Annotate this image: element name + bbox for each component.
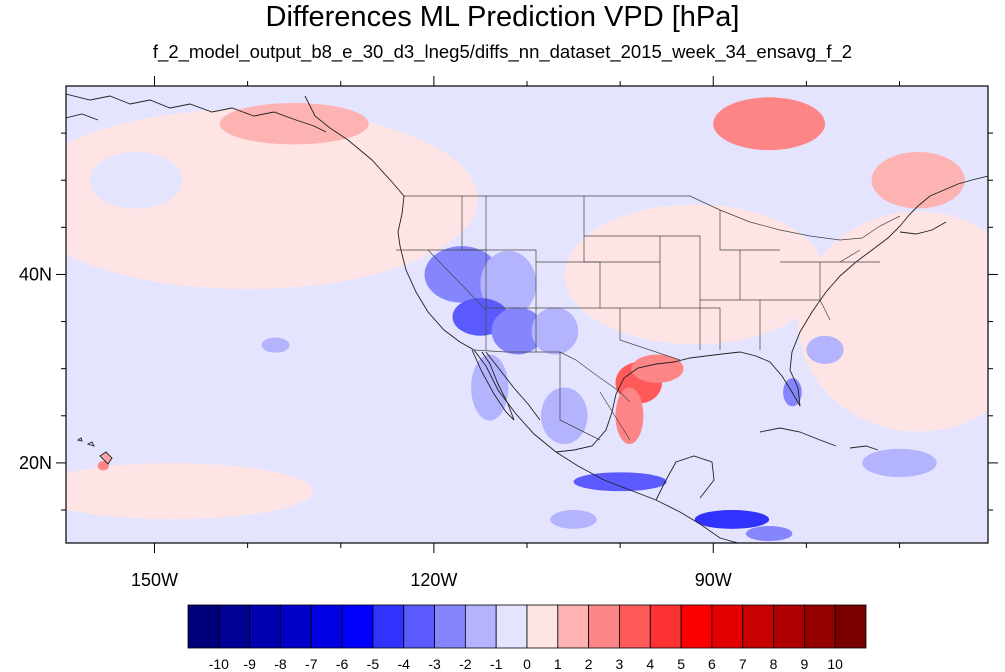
- colorbar-label: 0: [523, 656, 531, 672]
- new-mexico-dry: [531, 307, 579, 355]
- colorbar-swatch: [742, 604, 774, 649]
- colorbar-label: -7: [305, 656, 318, 672]
- nicaragua-blue: [745, 526, 793, 542]
- mexico-south-blue: [573, 472, 667, 492]
- colorbar-label: 8: [770, 656, 778, 672]
- x-tick-label: 120W: [410, 570, 457, 590]
- colorbar-swatch: [803, 604, 836, 649]
- map-subtitle: f_2_model_output_b8_e_30_d3_lneg5/diffs_…: [152, 41, 853, 62]
- colorbar-swatch: [711, 604, 744, 649]
- colorbar-swatch: [372, 604, 405, 649]
- colorbar-label: -6: [336, 656, 349, 672]
- anomaly-regions: [66, 97, 988, 542]
- colorbar-label: 1: [554, 656, 562, 672]
- colorbar: [187, 604, 867, 649]
- colorbar-swatch: [557, 604, 590, 649]
- colorbar-label: -5: [367, 656, 380, 672]
- map-title: Differences ML Prediction VPD [hPa]: [265, 1, 740, 33]
- colorbar-swatch: [434, 604, 466, 649]
- axis-tick-labels: 150W 120W 90W 40N 20N: [19, 264, 732, 590]
- arizona-dry: [491, 307, 544, 355]
- texas-moist-3: [615, 387, 644, 445]
- hawaii-pink: [97, 461, 109, 471]
- colorbar-label: 2: [585, 656, 593, 672]
- colorbar-labels: -10 -9 -8 -7 -6 -5 -4 -3 -2 -1 0 1 2 3 4 5 6 7 8 9 10: [209, 656, 843, 672]
- colorbar-swatch: [773, 604, 805, 649]
- great-basin-dry-2: [480, 250, 537, 317]
- pacific-south-pink: [66, 463, 314, 520]
- interior-pink-field: [564, 204, 825, 345]
- coastline: [66, 93, 988, 543]
- colorbar-label: -8: [274, 656, 287, 672]
- colorbar-swatch: [495, 604, 528, 649]
- y-tick-label: 20N: [19, 453, 52, 473]
- colorbar-label: 5: [677, 656, 685, 672]
- colorbar-swatch: [187, 604, 220, 649]
- alaska-gulf-pink: [219, 102, 369, 145]
- colorbar-swatch: [218, 604, 251, 649]
- colorbar-swatch: [834, 604, 867, 649]
- colorbar-label: -9: [243, 656, 256, 672]
- texas-moist-2: [631, 354, 684, 383]
- pacific-mid-blue: [261, 337, 290, 353]
- colorbar-swatch: [680, 604, 713, 649]
- central-america-blue: [694, 510, 770, 529]
- baja-blue: [471, 354, 509, 421]
- colorbar-swatch: [310, 604, 343, 649]
- colorbar-label: -3: [428, 656, 441, 672]
- colorbar-label: 9: [800, 656, 808, 672]
- pacific-north-pink-field: [66, 109, 478, 290]
- colorbar-swatch: [249, 604, 281, 649]
- northwest-pacific-blue: [89, 151, 183, 209]
- great-basin-dry-1: [424, 246, 500, 303]
- mexico-west-blue: [540, 387, 588, 445]
- atlantic-pink-field: [798, 211, 988, 432]
- colorbar-swatch: [464, 604, 497, 649]
- colorbar-label: 10: [827, 656, 843, 672]
- colorbar-swatch: [649, 604, 682, 649]
- x-tick-label: 90W: [695, 570, 732, 590]
- eastern-us-blue: [806, 335, 844, 364]
- colorbar-label: -4: [398, 656, 411, 672]
- political-borders: [396, 195, 901, 441]
- plot-area: [66, 86, 988, 543]
- colorbar-label: 7: [739, 656, 747, 672]
- colorbar-swatch: [341, 604, 374, 649]
- colorbar-label: -2: [459, 656, 472, 672]
- colorbar-swatch: [526, 604, 559, 649]
- colorbar-swatch: [619, 604, 651, 649]
- labrador-pink: [871, 151, 965, 209]
- colorbar-swatch: [280, 604, 312, 649]
- colorbar-label: 3: [616, 656, 624, 672]
- colorbar-label: 4: [646, 656, 654, 672]
- x-tick-label: 150W: [131, 570, 178, 590]
- colorbar-swatch: [588, 604, 620, 649]
- colorbar-label: -10: [209, 656, 229, 672]
- axis-ticks: [56, 76, 998, 553]
- canada-pink-anomaly: [713, 97, 826, 151]
- colorbar-label: -1: [490, 656, 503, 672]
- pacific-south-blue: [550, 510, 597, 529]
- caribbean-blue: [862, 448, 937, 478]
- colorbar-swatch: [403, 604, 435, 649]
- colorbar-label: 6: [708, 656, 716, 672]
- y-tick-label: 40N: [19, 264, 52, 284]
